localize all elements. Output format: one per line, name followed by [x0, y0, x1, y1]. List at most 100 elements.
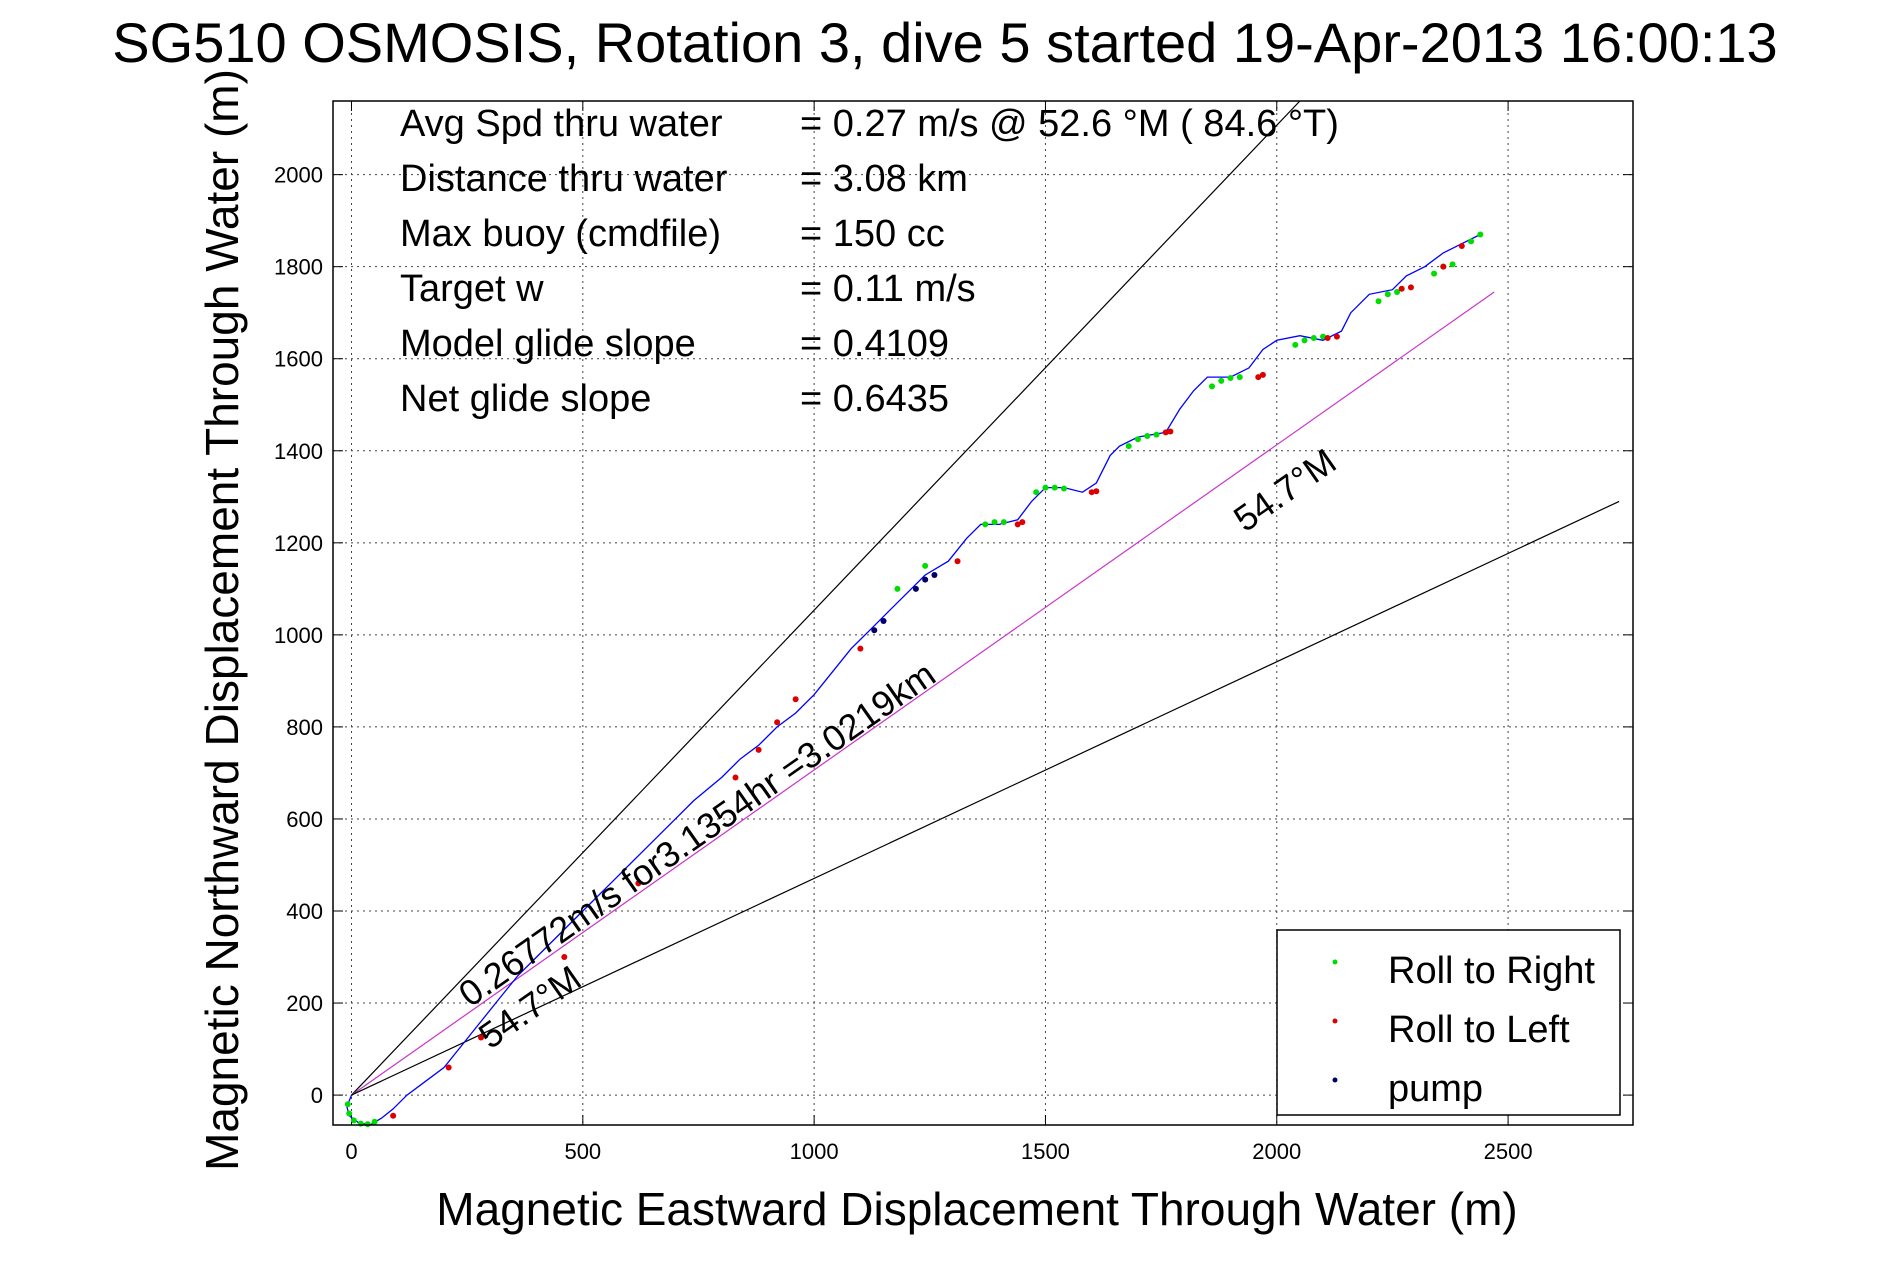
point-roll-to-left — [792, 696, 799, 703]
point-roll-to-right — [1042, 484, 1049, 491]
stat-value-2: = 150 cc — [800, 213, 945, 255]
y-tick-label: 1000 — [274, 623, 323, 648]
point-roll-to-left — [1014, 521, 1021, 528]
x-tick-label: 1500 — [1021, 1139, 1070, 1164]
reference-line — [351, 500, 1620, 1096]
legend-label-roll-right: Roll to Right — [1388, 950, 1595, 992]
point-roll-to-right — [346, 1110, 353, 1117]
stat-label-3: Target w — [400, 268, 544, 310]
point-roll-to-right — [1000, 519, 1007, 526]
point-roll-to-left — [1333, 333, 1340, 340]
point-roll-to-left — [755, 746, 762, 753]
y-tick-label: 800 — [286, 715, 323, 740]
point-roll-to-right — [1134, 436, 1141, 443]
chart-title: SG510 OSMOSIS, Rotation 3, dive 5 starte… — [112, 11, 1777, 74]
point-roll-to-right — [1468, 238, 1475, 245]
legend: Roll to Right Roll to Left pump — [1276, 929, 1621, 1116]
point-roll-to-left — [1019, 519, 1026, 526]
y-tick-labels: 0 200 400 600 800 1000 1200 1400 1600 1800 2000 — [274, 163, 323, 1108]
point-pump — [931, 572, 938, 579]
point-roll-to-right — [371, 1118, 378, 1125]
point-roll-to-left — [1162, 429, 1169, 436]
track-path — [346, 233, 1481, 1126]
point-roll-to-left — [1398, 285, 1405, 292]
x-axis-label: Magnetic Eastward Displacement Through W… — [436, 1183, 1517, 1235]
reference-lines — [351, 100, 1620, 1096]
x-tick-label: 1000 — [790, 1139, 839, 1164]
stat-label-1: Distance thru water — [400, 158, 728, 200]
y-axis-label: Magnetic Northward Displacement Through … — [196, 69, 248, 1171]
point-roll-to-left — [1324, 335, 1331, 342]
y-tick-label: 1800 — [274, 255, 323, 280]
point-roll-to-right — [894, 585, 901, 592]
point-roll-to-right — [1320, 333, 1327, 340]
point-roll-to-right — [1431, 270, 1438, 277]
point-roll-to-right — [1477, 231, 1484, 238]
x-tick-label: 2000 — [1252, 1139, 1301, 1164]
plot-frame — [332, 100, 1634, 1126]
stat-label-0: Avg Spd thru water — [400, 103, 723, 145]
stat-value-0: = 0.27 m/s @ 52.6 °M ( 84.6 °T) — [800, 103, 1339, 145]
point-roll-to-right — [1375, 298, 1382, 305]
point-roll-to-right — [922, 562, 929, 569]
y-tick-label: 1600 — [274, 347, 323, 372]
point-roll-to-left — [732, 774, 739, 781]
point-roll-to-right — [1292, 341, 1299, 348]
point-roll-to-right — [350, 1117, 357, 1124]
y-tick-label: 0 — [311, 1083, 323, 1108]
y-tick-label: 600 — [286, 807, 323, 832]
point-roll-to-left — [1259, 371, 1266, 378]
legend-marker-roll-right — [1332, 959, 1338, 965]
point-roll-to-left — [635, 880, 642, 887]
stat-value-1: = 3.08 km — [800, 158, 968, 200]
point-roll-to-right — [1310, 335, 1317, 342]
point-roll-to-right — [344, 1101, 351, 1108]
point-roll-to-left — [857, 645, 864, 652]
track-line — [346, 233, 1481, 1126]
legend-label-pump: pump — [1388, 1068, 1483, 1110]
point-roll-to-left — [390, 1112, 397, 1119]
point-pump — [871, 627, 878, 634]
y-tick-label: 2000 — [274, 163, 323, 188]
reference-line — [351, 291, 1495, 1096]
point-roll-to-right — [1301, 337, 1308, 344]
point-roll-to-right — [991, 519, 998, 526]
point-pump — [912, 585, 919, 592]
y-tick-label: 200 — [286, 991, 323, 1016]
y-tick-label: 400 — [286, 899, 323, 924]
point-roll-to-left — [954, 558, 961, 565]
stat-value-5: = 0.6435 — [800, 378, 949, 420]
stat-label-5: Net glide slope — [400, 378, 651, 420]
stat-value-4: = 0.4109 — [800, 323, 949, 365]
point-roll-to-left — [1167, 428, 1174, 435]
point-roll-to-right — [1033, 489, 1040, 496]
point-pump — [922, 576, 929, 583]
point-roll-to-left — [1458, 242, 1465, 249]
point-roll-to-left — [774, 719, 781, 726]
point-roll-to-right — [1209, 383, 1216, 390]
x-tick-labels: 0 500 1000 1500 2000 2500 — [345, 1139, 1532, 1164]
point-pump — [880, 618, 887, 625]
legend-label-roll-left: Roll to Left — [1388, 1009, 1570, 1051]
point-roll-to-right — [1449, 261, 1456, 268]
point-roll-to-left — [561, 954, 568, 961]
heading-annotation-upper: 54.7°M — [1226, 440, 1343, 539]
stat-label-2: Max buoy (cmdfile) — [400, 213, 721, 255]
point-roll-to-left — [1093, 488, 1100, 495]
x-tick-label: 500 — [564, 1139, 601, 1164]
stat-label-4: Model glide slope — [400, 323, 696, 365]
point-roll-to-right — [1394, 288, 1401, 295]
y-tick-label: 1400 — [274, 439, 323, 464]
point-roll-to-left — [1407, 284, 1414, 291]
stats-block: Avg Spd thru water = 0.27 m/s @ 52.6 °M … — [400, 103, 1339, 420]
net-vector-annotation: 0.26772m/s for3.1354hr =3.0219km — [451, 653, 943, 1014]
x-tick-label: 2500 — [1484, 1139, 1533, 1164]
legend-marker-roll-left — [1332, 1018, 1338, 1024]
point-roll-to-left — [478, 1034, 485, 1041]
data-points — [344, 231, 1484, 1128]
point-roll-to-right — [1051, 484, 1058, 491]
point-roll-to-right — [364, 1121, 371, 1128]
stat-value-3: = 0.11 m/s — [800, 268, 976, 310]
point-roll-to-right — [1153, 431, 1160, 438]
